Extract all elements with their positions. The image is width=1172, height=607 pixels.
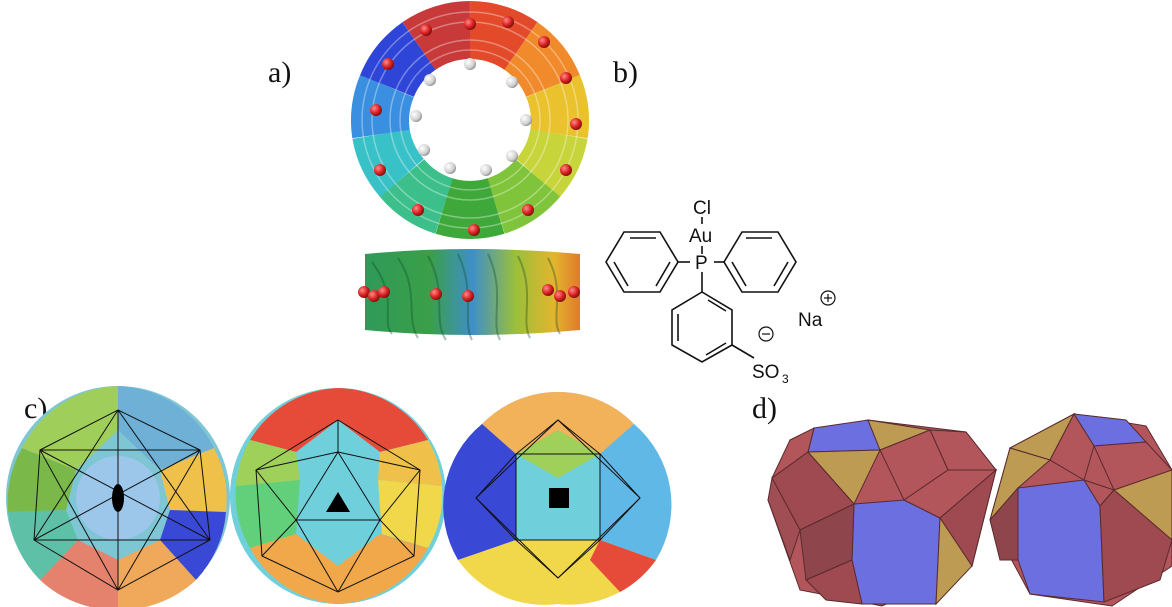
cage-twofold-view	[6, 386, 230, 607]
sulfonate-label: SO	[752, 362, 779, 383]
plus-charge-icon	[820, 290, 836, 306]
panel-label-d: d)	[752, 392, 777, 425]
gold-label: Au	[689, 226, 712, 247]
snub-cube-right	[989, 412, 1172, 607]
triangle-icon	[326, 492, 350, 512]
protein-ring-top-view	[351, 1, 589, 239]
panel-label-b: b)	[613, 56, 638, 89]
chlorine-label: Cl	[693, 198, 711, 219]
cage-fourfold-view	[443, 391, 672, 605]
panel-label-a: a)	[268, 56, 292, 89]
sodium-label: Na	[798, 310, 823, 331]
snub-cube-left	[767, 419, 998, 607]
phosphorus-label: P	[695, 253, 708, 274]
protein-ring-side-view	[358, 249, 580, 341]
ellipse-icon	[112, 484, 124, 512]
sulfonate-subscript: 3	[782, 372, 789, 386]
square-icon	[549, 488, 569, 508]
cage-threefold-view	[230, 388, 446, 604]
chemical-structure	[605, 217, 797, 363]
minus-charge-icon	[758, 326, 774, 342]
